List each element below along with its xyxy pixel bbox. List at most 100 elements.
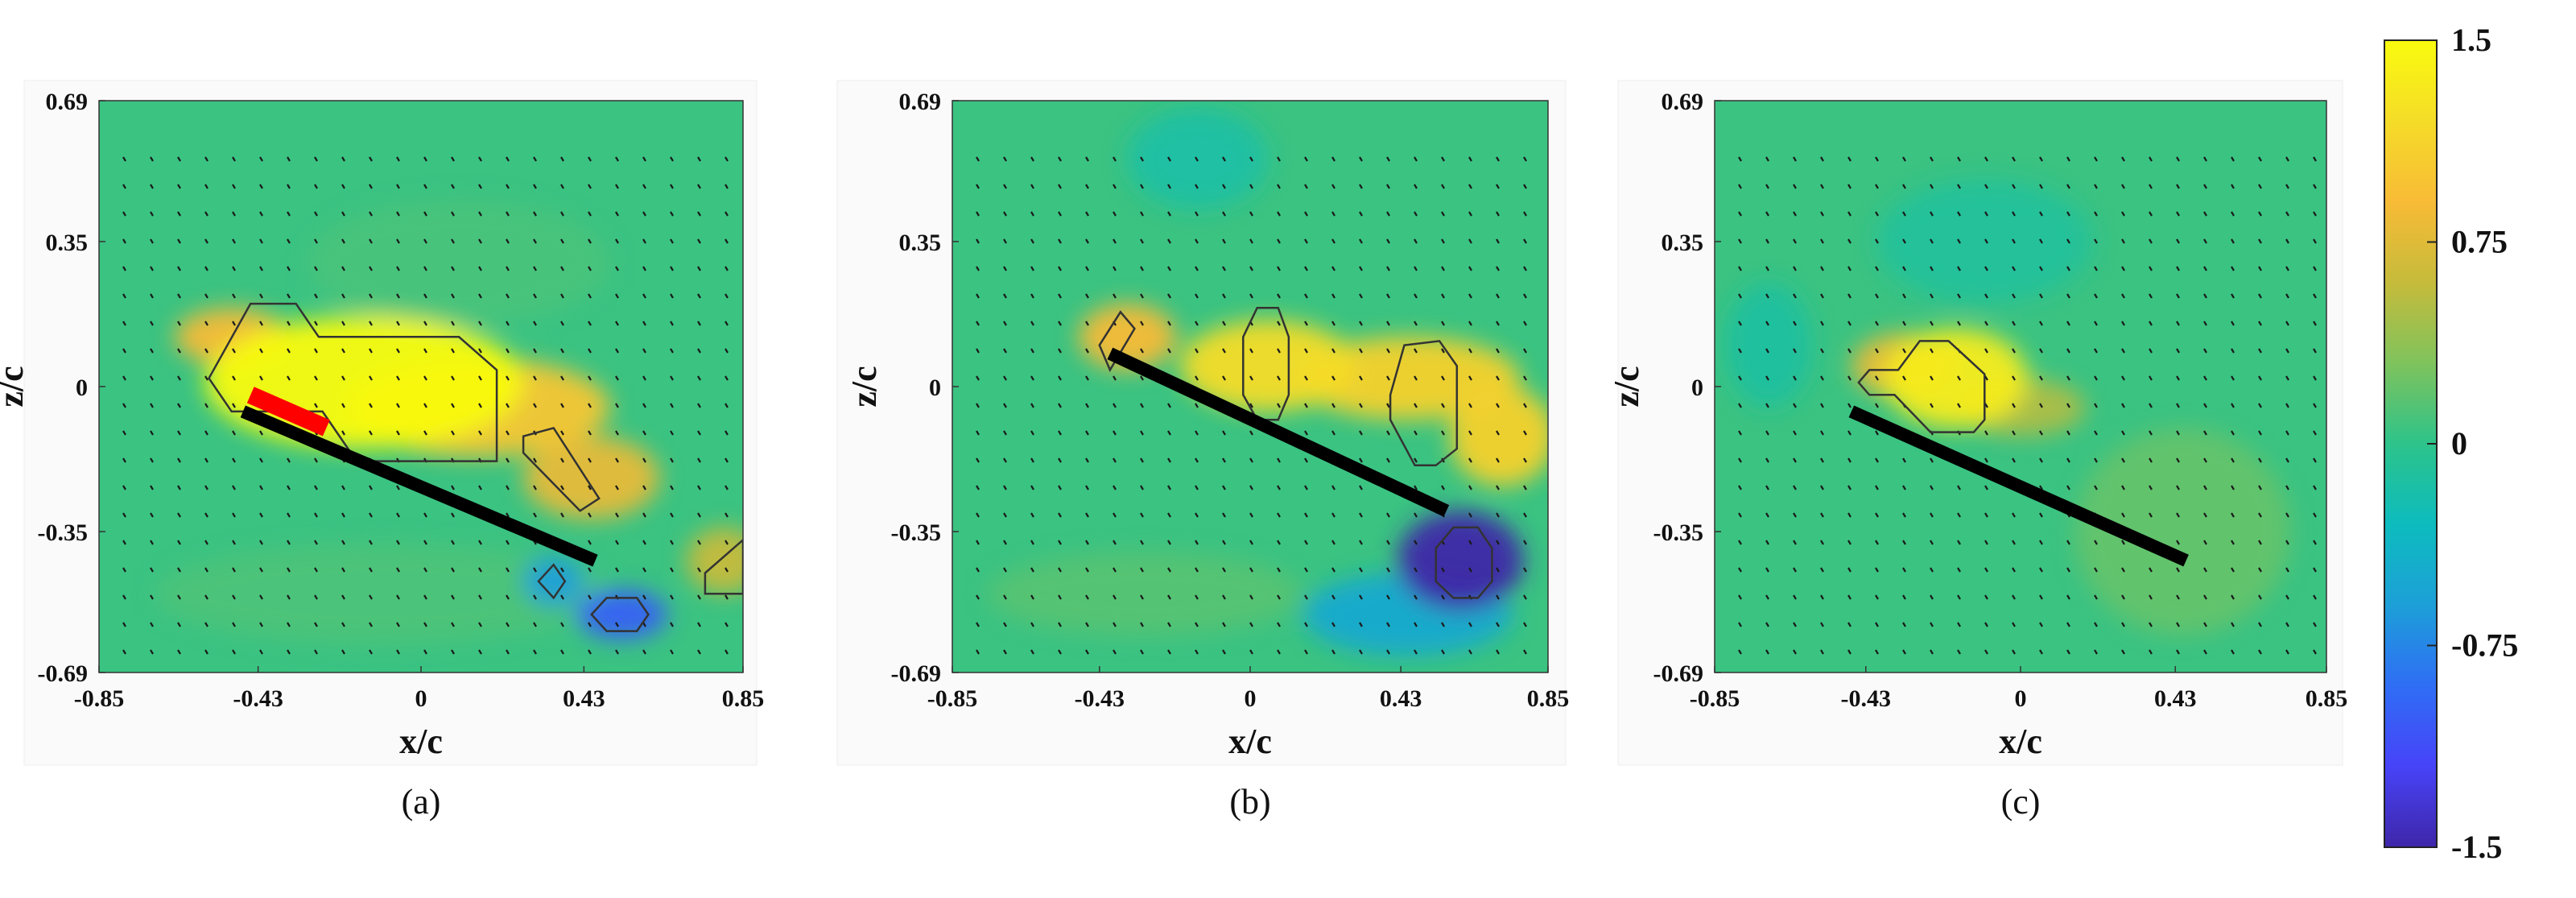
vector-arrow (697, 622, 701, 627)
vector-arrow (1765, 211, 1769, 217)
vector-arrow (177, 321, 181, 326)
vector-arrow (1167, 485, 1171, 490)
vector-arrow (2121, 512, 2125, 518)
vector-arrow (697, 457, 701, 463)
vector-arrow (1003, 512, 1007, 518)
vector-arrow (1984, 238, 1988, 244)
vector-arrow (1496, 211, 1500, 217)
vector-arrow (1386, 293, 1390, 299)
vector-arrow (232, 211, 236, 217)
vector-arrow (204, 211, 208, 217)
vector-arrow (478, 649, 482, 655)
vector-arrow (1167, 457, 1171, 463)
x-tick-label: -0.43 (1075, 685, 1125, 712)
contour-line (590, 597, 650, 632)
vector-arrow (642, 567, 646, 573)
vector-arrow (2231, 238, 2235, 244)
vector-arrow (314, 293, 318, 299)
vector-arrow (2231, 184, 2235, 189)
vector-arrow (232, 348, 236, 354)
vector-arrow (1957, 375, 1961, 381)
vector-arrow (670, 622, 674, 627)
vector-arrow (1085, 184, 1089, 189)
vector-arrow (976, 156, 980, 162)
vector-arrow (150, 293, 154, 299)
vector-arrow (1496, 457, 1500, 463)
vector-arrow (2258, 293, 2262, 299)
vector-arrow (314, 238, 318, 244)
vector-arrow (1331, 348, 1335, 354)
vector-arrow (642, 594, 646, 600)
vector-arrow (1359, 457, 1363, 463)
vector-arrow (2066, 184, 2070, 189)
vector-arrow (1930, 156, 1934, 162)
vector-arrow (2203, 485, 2207, 490)
vector-arrow (1523, 238, 1527, 244)
vector-arrow (1468, 622, 1472, 627)
vector-arrow (1902, 457, 1906, 463)
panel-b: -0.85 -0.43 0 0.43 0.85 0.69 0.35 0 -0.35 -0.69 x/… (844, 89, 1569, 821)
vector-arrow (478, 156, 482, 162)
vector-arrow (1957, 156, 1961, 162)
vector-arrow (670, 512, 674, 518)
vector-arrow (204, 512, 208, 518)
vector-arrow (1793, 649, 1797, 655)
vector-arrow (396, 485, 400, 490)
vector-arrow (1847, 649, 1852, 655)
vector-arrow (1331, 594, 1335, 600)
vector-arrow (1085, 348, 1089, 354)
vector-arrow (341, 184, 345, 189)
vector-arrow (2285, 485, 2289, 490)
vector-arrow (314, 622, 318, 627)
vector-arrow (1222, 485, 1226, 490)
vector-arrow (1331, 567, 1335, 573)
vector-arrow (1957, 512, 1961, 518)
vector-arrow (1875, 649, 1879, 655)
vector-arrow (1003, 211, 1007, 217)
vector-arrow (1277, 403, 1281, 408)
vector-arrow (2121, 266, 2125, 271)
vector-arrow (1140, 321, 1144, 326)
vector-arrow (2203, 540, 2207, 545)
vector-arrow (1085, 211, 1089, 217)
vector-arrow (2094, 622, 2098, 627)
vector-arrow (341, 238, 345, 244)
vector-arrow (560, 622, 564, 627)
vector-arrow (287, 540, 291, 545)
vector-arrow (451, 594, 455, 600)
vector-arrow (1957, 567, 1961, 573)
vector-arrow (478, 622, 482, 627)
vector-arrow (1984, 266, 1988, 271)
vector-arrow (506, 375, 510, 381)
vector-arrow (1003, 622, 1007, 627)
vector-arrow (560, 430, 564, 436)
vector-arrow (2066, 238, 2070, 244)
vector-arrow (2313, 649, 2317, 655)
vector-arrow (1984, 512, 1988, 518)
vector-arrow (1847, 184, 1852, 189)
vector-arrow (1085, 156, 1089, 162)
vector-arrow (506, 321, 510, 326)
vector-arrow (1820, 622, 1824, 627)
vector-field (976, 156, 1527, 655)
vector-arrow (2094, 430, 2098, 436)
vector-arrow (2258, 430, 2262, 436)
vector-arrow (1441, 403, 1445, 408)
vector-arrow (2258, 403, 2262, 408)
vector-arrow (2176, 457, 2180, 463)
vector-arrow (1167, 567, 1171, 573)
vector-arrow (1793, 622, 1797, 627)
vector-arrow (1195, 457, 1199, 463)
vector-arrow (341, 293, 345, 299)
vector-arrow (341, 567, 345, 573)
vector-arrow (2094, 156, 2098, 162)
vector-arrow (2231, 567, 2235, 573)
vector-arrow (2313, 293, 2317, 299)
y-tick-label: 0.69 (899, 89, 942, 115)
vector-arrow (1140, 457, 1144, 463)
vector-arrow (1930, 211, 1934, 217)
vector-arrow (2313, 321, 2317, 326)
vector-arrow (2313, 211, 2317, 217)
vector-arrow (314, 567, 318, 573)
vector-arrow (1902, 512, 1906, 518)
